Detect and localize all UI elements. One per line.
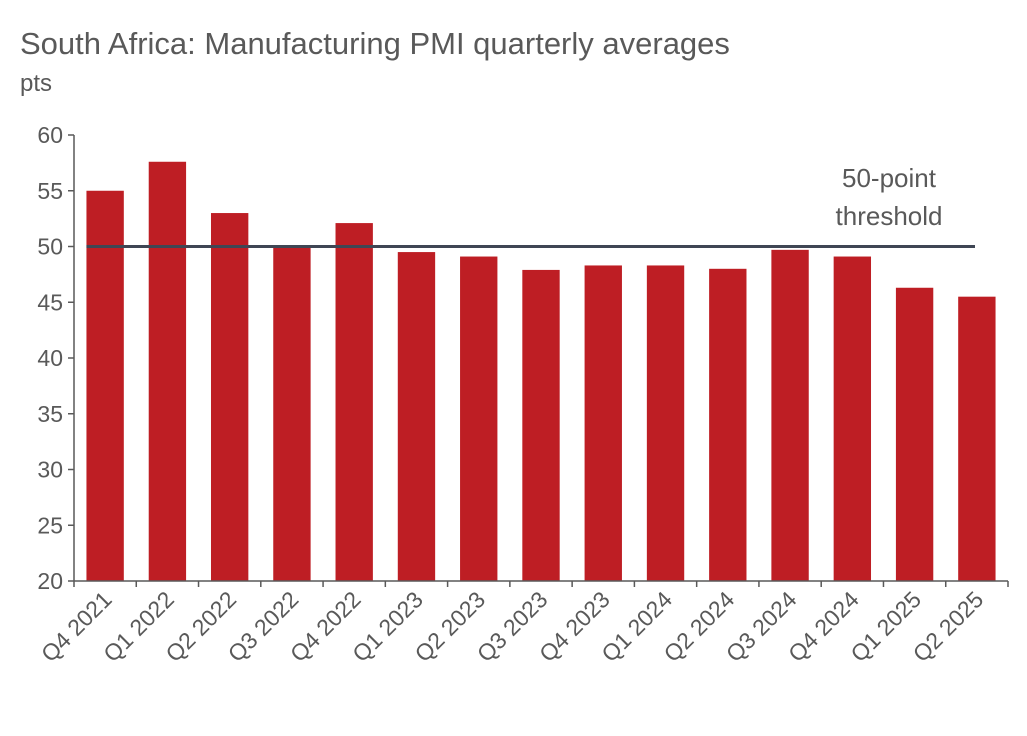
bar-q1-2025: [895, 287, 934, 581]
chart-title: South Africa: Manufacturing PMI quarterl…: [20, 26, 730, 61]
bars-group: [86, 161, 996, 582]
y-tick-label: 40: [37, 345, 63, 371]
bar-q4-2023: [584, 265, 622, 581]
bar-q1-2022: [148, 161, 187, 581]
bar-q1-2024: [646, 265, 685, 581]
bar-q3-2023: [522, 269, 560, 581]
y-axis-unit-label: pts: [20, 70, 53, 97]
bar-q3-2022: [273, 246, 311, 581]
bar-q4-2022: [335, 223, 373, 581]
bar-q2-2024: [709, 268, 747, 581]
y-tick-label: 25: [37, 512, 63, 538]
y-tick-label: 55: [37, 178, 63, 204]
threshold-group: 50-point threshold: [86, 163, 975, 248]
y-tick-label: 45: [37, 289, 63, 315]
y-tick-label: 60: [37, 122, 63, 148]
bar-q2-2023: [460, 256, 498, 581]
bar-q4-2024: [833, 256, 872, 581]
y-tick-label: 30: [37, 457, 63, 483]
bar-q1-2023: [397, 252, 436, 581]
bar-q4-2021: [86, 190, 124, 581]
threshold-label-line1: 50-point: [842, 163, 937, 193]
bar-q3-2024: [771, 249, 809, 581]
y-tick-label: 35: [37, 401, 63, 427]
y-tick-label: 20: [37, 568, 63, 594]
y-tick-label: 50: [37, 234, 63, 260]
bar-q2-2025: [958, 296, 996, 581]
y-ticks-group: 20 25 30 35 40 45 50 55 60: [37, 122, 74, 594]
bar-q2-2022: [210, 213, 249, 582]
threshold-label-line2: threshold: [836, 201, 943, 231]
